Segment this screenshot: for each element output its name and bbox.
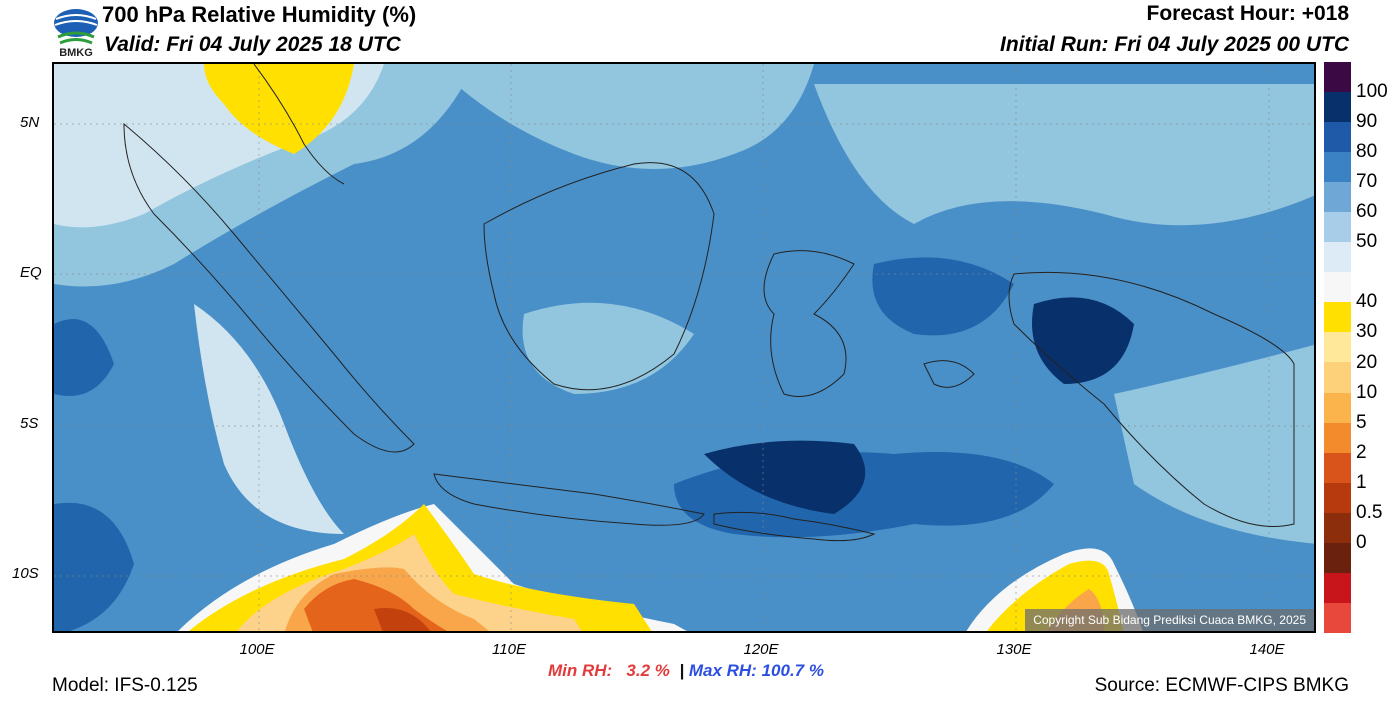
colorbar-label: 60 [1356, 201, 1378, 223]
colorbar-label: 90 [1356, 111, 1378, 133]
lat-label-5n: 5N [20, 114, 40, 131]
grid-lines [54, 64, 1314, 631]
humidity-map: Copyright Sub Bidang Prediksi Cuaca BMKG… [52, 62, 1316, 633]
colorbar [1324, 62, 1351, 633]
colorbar-label: 1 [1356, 471, 1367, 493]
logo-text: BMKG [59, 47, 93, 59]
lat-label-eq: EQ [20, 264, 42, 281]
coastlines [123, 64, 1295, 542]
colorbar-segment [1324, 212, 1351, 243]
colorbar-segment [1324, 452, 1351, 483]
very-dark-humidity-core-1 [704, 440, 866, 514]
malay-peninsula-outline [253, 64, 345, 185]
new-guinea-outline [1008, 271, 1295, 527]
colorbar-label: 50 [1356, 231, 1378, 253]
colorbar-label: 40 [1356, 291, 1378, 313]
colorbar-segment [1324, 392, 1351, 423]
light-humidity-region-ne [814, 84, 1314, 226]
max-rh-label: Max RH: [688, 661, 757, 680]
colorbar-label: 70 [1356, 171, 1378, 193]
colorbar-segment [1324, 302, 1351, 333]
min-rh-label: Min RH: [548, 661, 613, 680]
colorbar-segment [1324, 602, 1351, 633]
nusa-tenggara-outline [713, 511, 876, 542]
lon-label-120e: 120E [743, 641, 779, 658]
colorbar-segment [1324, 512, 1351, 543]
sulawesi-outline [763, 250, 855, 397]
colorbar-label: 5 [1356, 411, 1367, 433]
colorbar-segment [1324, 362, 1351, 393]
colorbar-label: 80 [1356, 141, 1378, 163]
dry-region-brown [374, 608, 431, 631]
colorbar-segment [1324, 572, 1351, 603]
colorbar-label: 20 [1356, 351, 1378, 373]
colorbar-label: 10 [1356, 381, 1378, 403]
chart-title: 700 hPa Relative Humidity (%) [102, 2, 417, 27]
seram-outline [923, 360, 975, 388]
initial-run: Initial Run: Fri 04 July 2025 00 UTC [1000, 33, 1349, 56]
colorbar-segment [1324, 122, 1351, 153]
lon-label-140e: 140E [1249, 641, 1285, 658]
java-outline [433, 473, 705, 526]
lon-label-100e: 100E [239, 641, 275, 658]
colorbar-segment [1324, 482, 1351, 513]
colorbar-segment [1324, 92, 1351, 123]
colorbar-label: 100 [1356, 81, 1388, 103]
colorbar-segment [1324, 542, 1351, 573]
colorbar-segment [1324, 182, 1351, 213]
colorbar-segment [1324, 152, 1351, 183]
colorbar-label: 30 [1356, 321, 1378, 343]
map-field [54, 64, 1314, 631]
dry-region-north-yellow [204, 64, 354, 154]
model-label: Model: IFS-0.125 [52, 675, 198, 696]
colorbar-label: 0 [1356, 531, 1367, 553]
colorbar-segment [1324, 272, 1351, 303]
colorbar-label: 2 [1356, 441, 1367, 463]
dark-humidity-region-sw [54, 502, 134, 631]
dark-humidity-patch-sulawesi [872, 257, 1014, 336]
dark-humidity-region-west [54, 319, 114, 396]
sumatra-outline [123, 122, 415, 453]
stats-separator: | [679, 661, 685, 680]
lat-label-10s: 10S [12, 565, 39, 582]
pale-humidity-band-sumatra [194, 304, 344, 534]
colorbar-segment [1324, 332, 1351, 363]
borneo-outline [483, 162, 715, 391]
forecast-hour: Forecast Hour: +018 [1146, 2, 1350, 25]
light-humidity-region-east [1114, 345, 1314, 544]
colorbar-segment [1324, 62, 1351, 93]
lon-label-110e: 110E [492, 641, 526, 658]
very-dark-humidity-core-2 [1032, 297, 1134, 384]
light-humidity-region-north [434, 64, 814, 169]
bmkg-logo [54, 9, 98, 45]
copyright-label: Copyright Sub Bidang Prediksi Cuaca BMKG… [1025, 609, 1314, 631]
max-rh-value: 100.7 % [761, 661, 824, 680]
lat-label-5s: 5S [20, 415, 39, 432]
min-rh-value: 3.2 % [626, 661, 670, 680]
source-label: Source: ECMWF-CIPS BMKG [1094, 675, 1349, 696]
valid-time: Valid: Fri 04 July 2025 18 UTC [104, 33, 401, 56]
colorbar-segment [1324, 242, 1351, 273]
rh-stats: Min RH: 3.2 % | Max RH: 100.7 % [548, 661, 824, 681]
lon-label-130e: 130E [996, 641, 1032, 658]
colorbar-segment [1324, 422, 1351, 453]
colorbar-label: 0.5 [1356, 501, 1383, 523]
light-humidity-patch-kalimantan [522, 302, 694, 394]
